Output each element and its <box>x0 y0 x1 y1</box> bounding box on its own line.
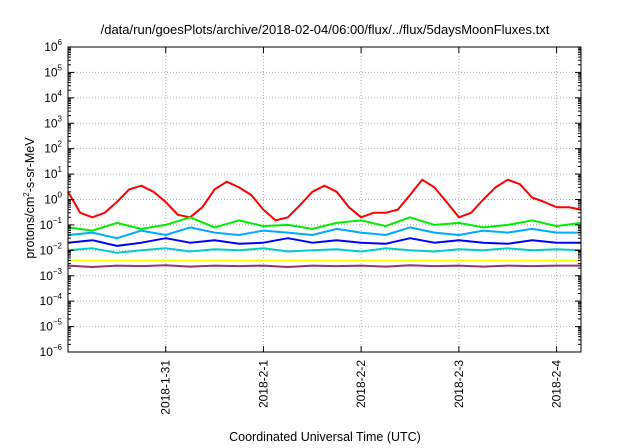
axis-ticks: 10−6 10−5 10−4 10−3 10−2 10−1 100 101 102 103 104 1… <box>40 38 581 415</box>
x-tick-label: 2018-2-4 <box>550 360 564 408</box>
x-tick-label: 2018-2-1 <box>256 360 270 408</box>
plot-frame <box>67 46 582 353</box>
y-tick-label: 10−1 <box>40 216 63 232</box>
y-tick-label: 102 <box>44 140 62 156</box>
series-line-5 <box>67 247 582 254</box>
y-tick-label: 10−3 <box>40 267 63 283</box>
y-axis-label: protons/cm2-s-sr-MeV <box>22 137 37 259</box>
series-lines <box>67 178 582 268</box>
y-tick-label: 10−5 <box>40 318 63 334</box>
series-line-3 <box>67 226 581 240</box>
x-tick-label: 2018-1-31 <box>159 360 173 415</box>
series-line-7 <box>67 264 581 268</box>
x-tick-label: 2018-2-2 <box>354 360 368 408</box>
y-tick-label: 10−6 <box>40 343 63 359</box>
y-axis-label-text: protons/cm2-s-sr-MeV <box>22 137 37 259</box>
y-tick-label: 105 <box>44 63 62 79</box>
chart-title: /data/run/goesPlots/archive/2018-02-04/0… <box>101 22 550 37</box>
gridlines <box>68 47 581 352</box>
series-line-4 <box>67 237 581 247</box>
y-tick-label: 106 <box>44 38 62 54</box>
y-tick-label: 103 <box>44 114 62 130</box>
y-tick-label: 101 <box>44 165 62 181</box>
y-tick-label: 100 <box>44 191 62 207</box>
x-axis-label: Coordinated Universal Time (UTC) <box>229 430 421 444</box>
x-tick-label: 2018-2-3 <box>452 360 466 408</box>
y-tick-label: 10−2 <box>40 241 63 257</box>
y-tick-label: 104 <box>44 89 62 105</box>
y-tick-label: 10−4 <box>40 292 63 308</box>
series-line-2 <box>67 216 582 232</box>
series-line-1 <box>67 178 582 222</box>
